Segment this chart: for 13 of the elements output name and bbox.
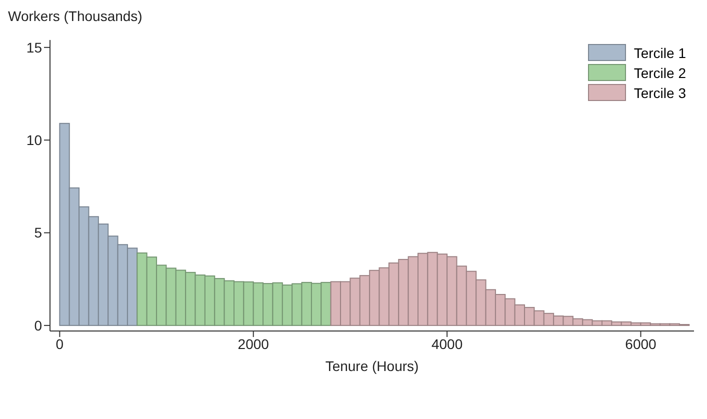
y-axis-title: Workers (Thousands) (8, 8, 142, 24)
y-tick-label: 15 (26, 39, 42, 56)
y-tick-label: 10 (26, 132, 42, 148)
x-axis-title: Tenure (Hours) (325, 358, 419, 374)
legend-label: Tercile 1 (634, 44, 686, 60)
y-tick-label: 0 (34, 317, 42, 334)
legend-label: Tercile 3 (634, 84, 686, 100)
y-tick-label: 5 (34, 224, 42, 241)
x-tick-label: 4000 (431, 336, 463, 352)
legend-label: Tercile 2 (634, 64, 686, 80)
x-tick-label: 0 (56, 336, 64, 352)
x-tick-label: 6000 (625, 336, 657, 352)
x-tick-label: 2000 (238, 336, 270, 352)
